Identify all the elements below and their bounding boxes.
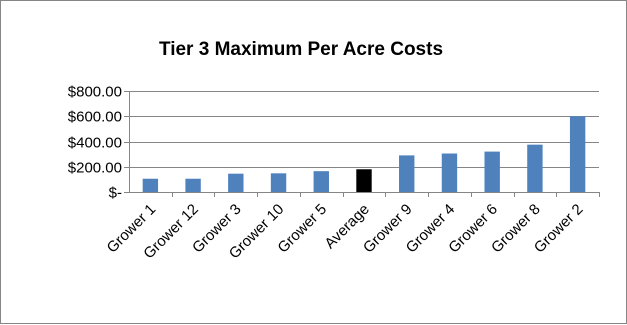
bar <box>270 173 287 192</box>
bar <box>527 144 543 192</box>
bar <box>228 173 244 192</box>
y-tick-label: $800.00 <box>68 84 122 101</box>
bar <box>185 178 201 192</box>
bars <box>142 116 586 192</box>
bar <box>484 151 500 192</box>
bar <box>399 155 415 192</box>
y-tick-label: $400.00 <box>68 135 122 152</box>
chart-title: Tier 3 Maximum Per Acre Costs <box>159 39 443 60</box>
bar <box>356 169 372 192</box>
y-tick-label: $200.00 <box>68 160 122 177</box>
bar <box>142 178 159 192</box>
gridlines <box>129 91 599 193</box>
bar <box>441 153 458 192</box>
bar <box>569 116 586 192</box>
y-tick-label: $- <box>109 185 122 202</box>
y-axis-ticks: $- $200.00 $400.00 $600.00 $800.00 <box>68 84 130 202</box>
y-tick-label: $600.00 <box>68 109 122 126</box>
bar <box>313 171 329 192</box>
